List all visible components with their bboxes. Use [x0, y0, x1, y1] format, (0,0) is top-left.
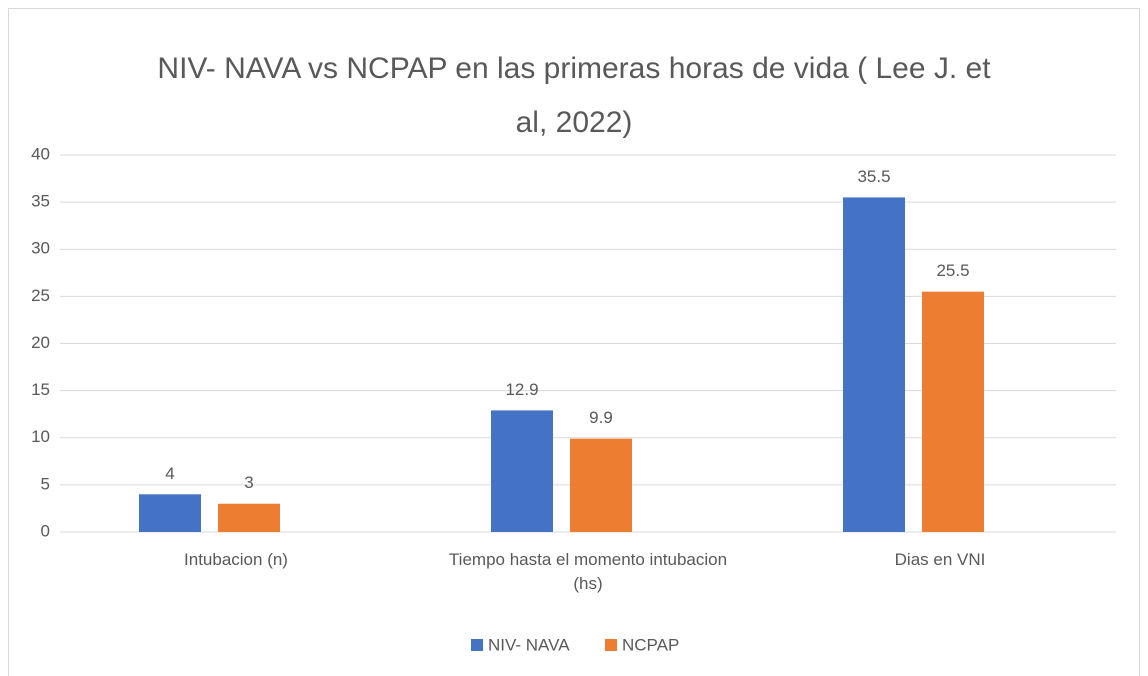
x-tick-label-box: Tiempo hasta el momento intubacion (hs)	[448, 550, 728, 593]
y-tick-label: 15	[31, 380, 50, 399]
y-tick-label: 0	[41, 521, 50, 540]
legend-swatch	[471, 639, 483, 651]
y-tick-label: 40	[31, 144, 50, 163]
x-tick-label: Tiempo hasta el momento intubacion (hs)	[448, 550, 728, 593]
y-tick-label: 25	[31, 286, 50, 305]
title-box: NIV- NAVA vs NCPAP en las primeras horas…	[157, 52, 991, 139]
bar	[570, 438, 632, 532]
data-label: 3	[244, 473, 253, 492]
legend-label: NIV- NAVA	[488, 635, 570, 654]
x-tick-label-box: Dias en VNI	[894, 550, 986, 569]
bar	[922, 291, 984, 532]
y-tick-label: 35	[31, 192, 50, 211]
chart-title: NIV- NAVA vs NCPAP en las primeras horas…	[157, 52, 991, 139]
y-tick-label: 5	[41, 474, 50, 493]
x-tick-label-box: Intubacion (n)	[184, 550, 288, 569]
x-tick-label: Dias en VNI	[894, 550, 986, 569]
bar	[218, 503, 280, 532]
bar	[139, 494, 201, 532]
legend-swatch	[605, 639, 617, 651]
y-tick-label: 30	[31, 239, 50, 258]
y-tick-label: 20	[31, 333, 50, 352]
data-label: 9.9	[589, 408, 613, 427]
data-label: 4	[165, 464, 174, 483]
data-label: 35.5	[857, 167, 890, 186]
data-label: 12.9	[505, 380, 538, 399]
y-tick-label: 10	[31, 427, 50, 446]
bar	[491, 410, 553, 532]
legend-label: NCPAP	[622, 635, 679, 654]
x-tick-label: Intubacion (n)	[184, 550, 288, 569]
data-label: 25.5	[936, 261, 969, 280]
bar	[843, 197, 905, 532]
